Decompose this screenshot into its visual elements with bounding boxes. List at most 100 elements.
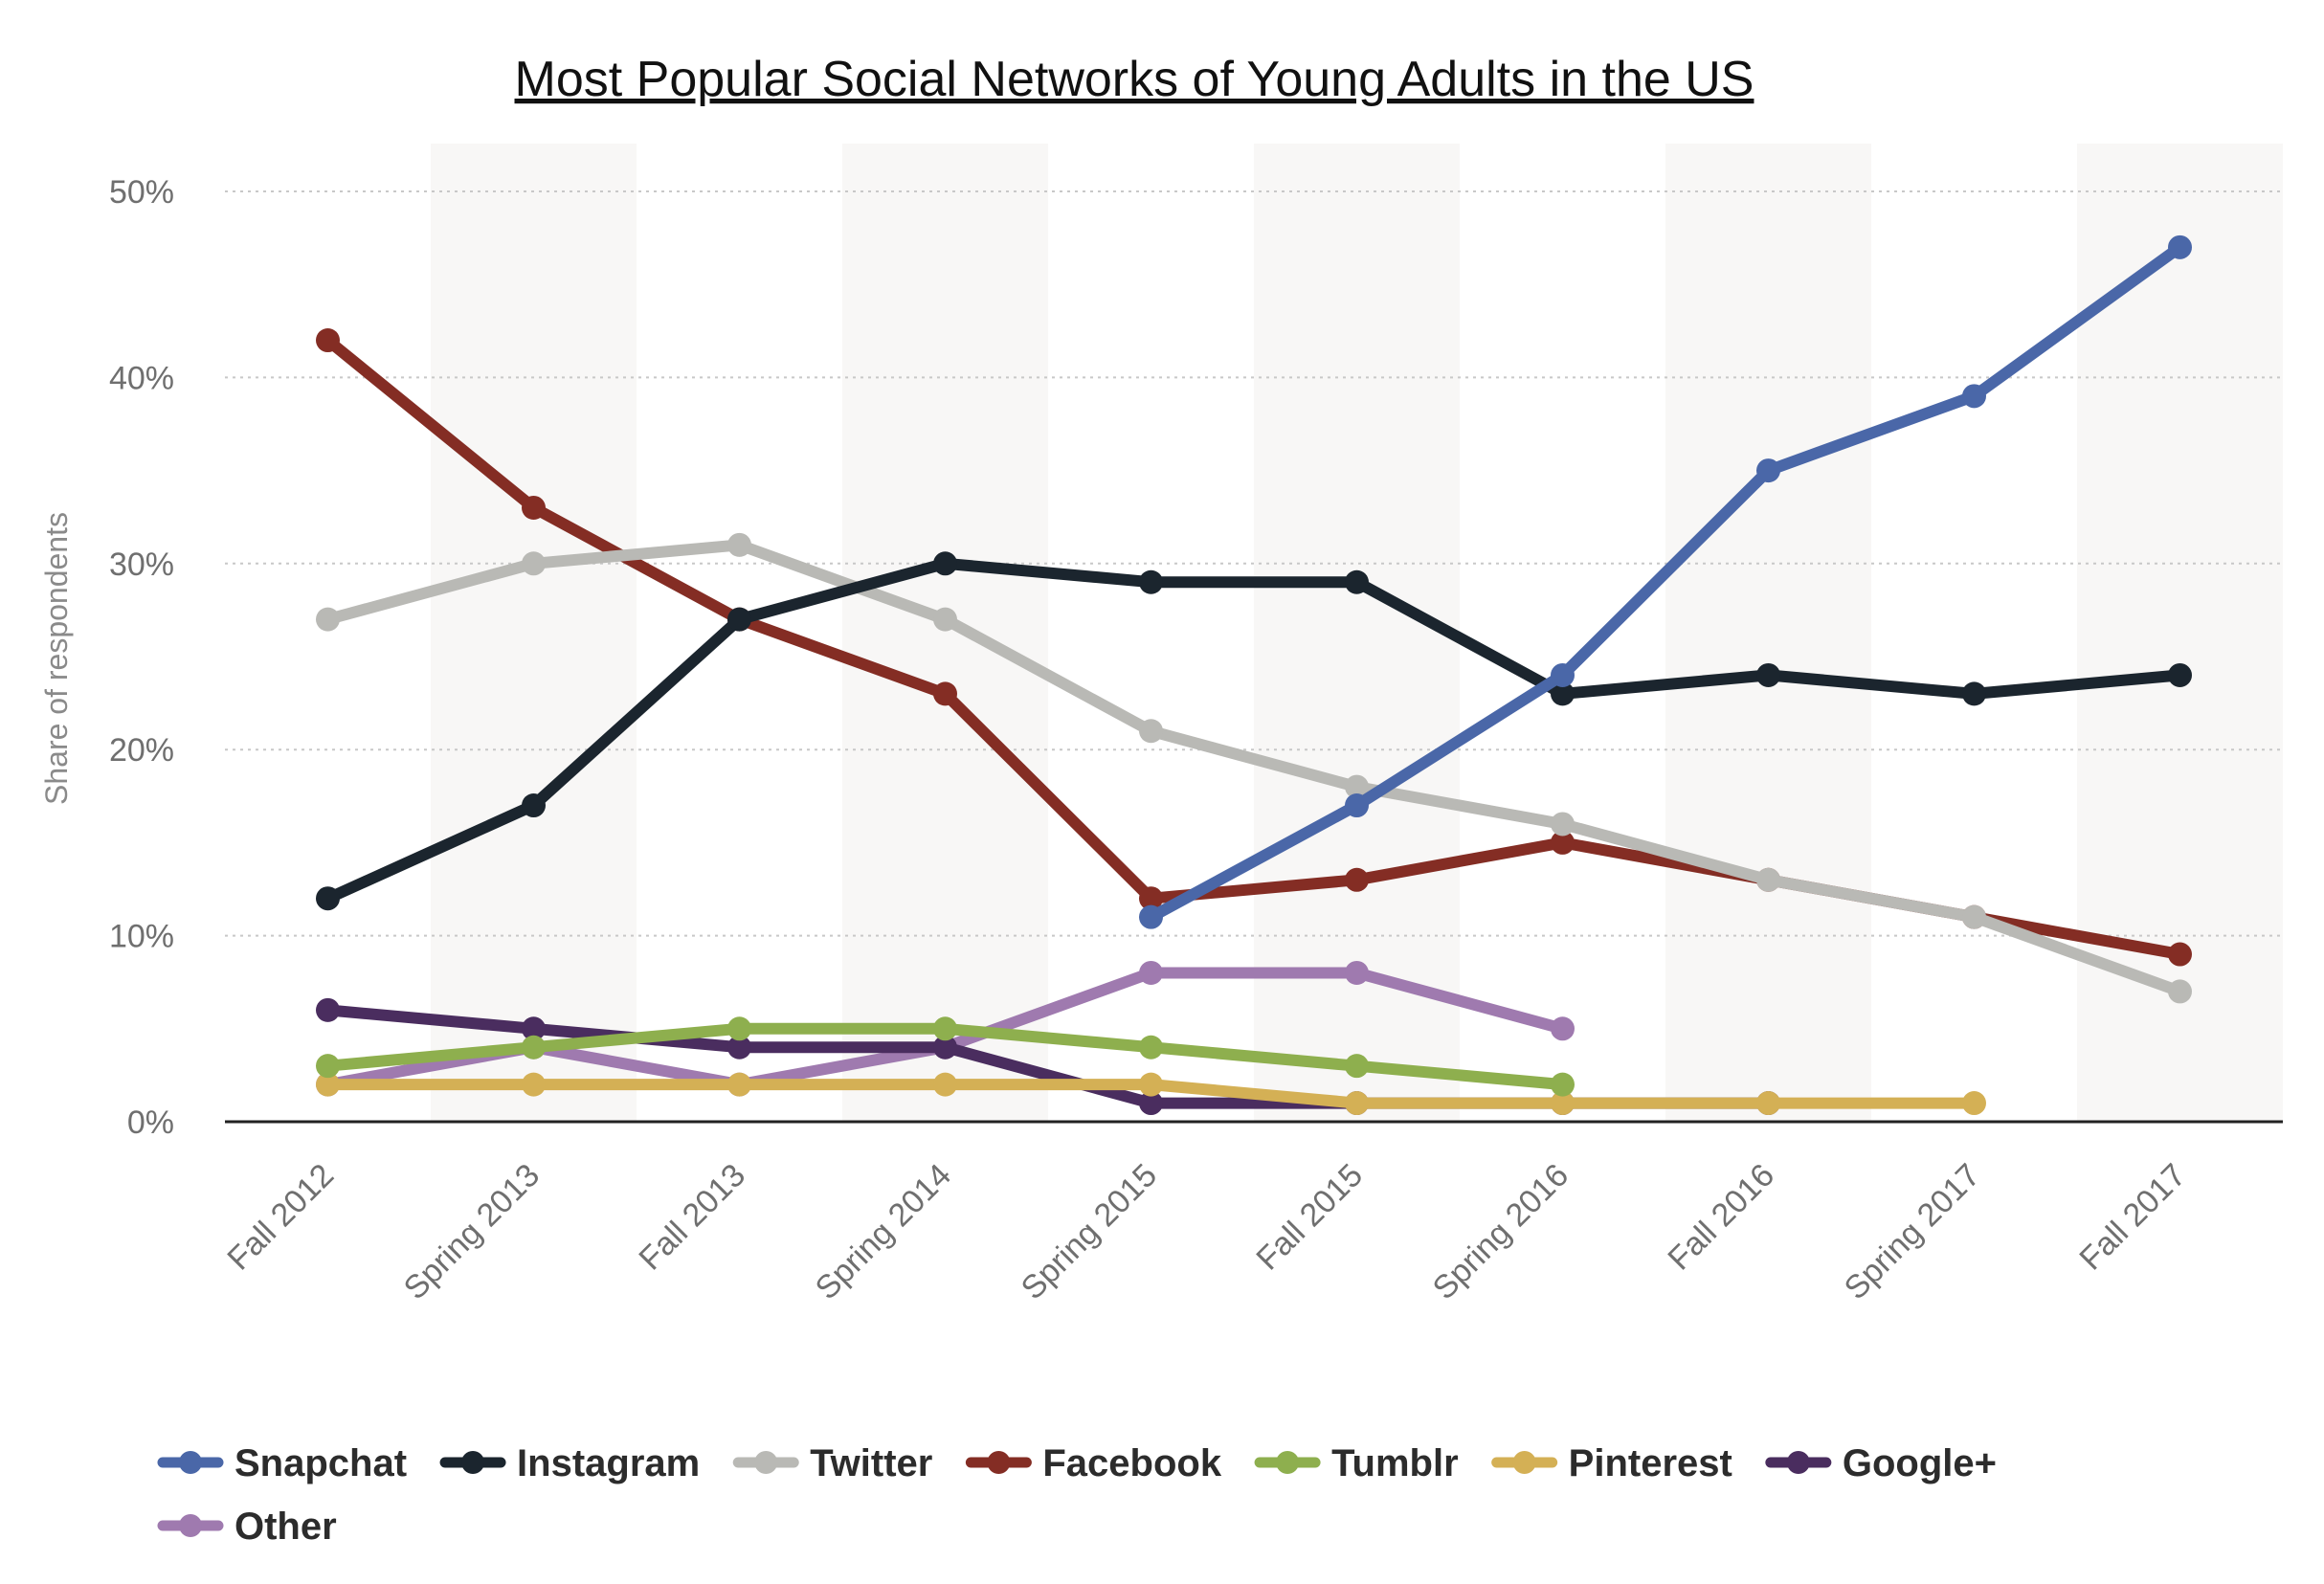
data-point[interactable]	[1345, 867, 1369, 892]
data-point[interactable]	[522, 1035, 546, 1060]
legend-label: Twitter	[810, 1442, 932, 1484]
data-point[interactable]	[1551, 681, 1575, 706]
data-point[interactable]	[1756, 1091, 1780, 1116]
data-point[interactable]	[1962, 1091, 1986, 1116]
column-band	[1665, 144, 1871, 1122]
data-point[interactable]	[1139, 1072, 1163, 1097]
y-tick-label: 20%	[109, 732, 174, 769]
data-point[interactable]	[1139, 719, 1163, 744]
data-point[interactable]	[1756, 458, 1780, 483]
data-point[interactable]	[1139, 904, 1163, 929]
data-point[interactable]	[1551, 1016, 1575, 1041]
legend-label: Facebook	[1042, 1442, 1221, 1484]
data-point[interactable]	[727, 1035, 751, 1060]
data-point[interactable]	[1345, 1091, 1369, 1116]
series-snapchat	[1139, 234, 2192, 929]
series-line	[1145, 241, 2186, 924]
data-point[interactable]	[1962, 681, 1986, 706]
data-point[interactable]	[2168, 979, 2192, 1004]
data-point[interactable]	[933, 1016, 957, 1041]
legend-item[interactable]: Instagram	[439, 1442, 700, 1484]
data-point[interactable]	[316, 607, 340, 632]
data-point[interactable]	[316, 1054, 340, 1079]
data-point[interactable]	[2168, 942, 2192, 967]
data-point[interactable]	[1345, 960, 1369, 985]
data-point[interactable]	[2168, 234, 2192, 259]
data-point[interactable]	[1551, 662, 1575, 687]
legend-swatch-marker	[179, 1514, 202, 1537]
data-point[interactable]	[2168, 662, 2192, 687]
data-point[interactable]	[727, 1072, 751, 1097]
data-point[interactable]	[933, 1072, 957, 1097]
data-point[interactable]	[522, 1072, 546, 1097]
data-point[interactable]	[316, 1072, 340, 1097]
legend-item[interactable]: Snapchat	[157, 1442, 407, 1484]
data-point[interactable]	[316, 886, 340, 911]
legend-item[interactable]: Facebook	[965, 1442, 1222, 1484]
data-point[interactable]	[522, 793, 546, 818]
data-point[interactable]	[933, 681, 957, 706]
data-point[interactable]	[933, 1035, 957, 1060]
data-point[interactable]	[1345, 774, 1369, 799]
legend-item[interactable]: Pinterest	[1491, 1442, 1732, 1484]
data-point[interactable]	[1551, 830, 1575, 855]
series-twitter	[316, 532, 2192, 1004]
column-band	[2077, 144, 2283, 1122]
data-point[interactable]	[1962, 904, 1986, 929]
column-band	[431, 144, 637, 1122]
legend-item[interactable]: Twitter	[732, 1442, 932, 1484]
series-tumblr	[316, 1016, 1575, 1097]
series-layer	[316, 234, 2192, 1116]
data-point[interactable]	[1345, 569, 1369, 594]
data-point[interactable]	[316, 997, 340, 1022]
chart-title: Most Popular Social Networks of Young Ad…	[515, 52, 1754, 107]
data-point[interactable]	[1139, 1091, 1163, 1116]
legend-swatch-marker	[461, 1451, 485, 1474]
y-tick-label: 10%	[109, 919, 174, 955]
data-point[interactable]	[1551, 812, 1575, 837]
data-point[interactable]	[727, 1016, 751, 1041]
legend: Snapchat Instagram Twitter Facebook Tumblr Pi…	[157, 1442, 1997, 1548]
data-point[interactable]	[933, 551, 957, 576]
legend-item[interactable]: Tumblr	[1254, 1442, 1459, 1484]
legend-item[interactable]: Other	[157, 1506, 337, 1548]
y-tick-label: 40%	[109, 360, 174, 396]
y-tick-label: 0%	[127, 1104, 174, 1141]
data-point[interactable]	[522, 495, 546, 520]
data-point[interactable]	[522, 551, 546, 576]
data-point[interactable]	[1756, 867, 1780, 892]
data-point[interactable]	[1139, 1035, 1163, 1060]
data-point[interactable]	[1345, 793, 1369, 818]
series-instagram	[316, 551, 2192, 911]
data-point[interactable]	[316, 328, 340, 353]
legend-swatch-marker	[1512, 1451, 1536, 1474]
data-point[interactable]	[1756, 662, 1780, 687]
data-point[interactable]	[727, 607, 751, 632]
legend-swatch-marker	[1276, 1451, 1300, 1474]
column-band	[1254, 144, 1460, 1122]
series-line	[322, 557, 2186, 904]
legend-swatch-marker	[179, 1451, 202, 1474]
legend-swatch-marker	[987, 1451, 1011, 1474]
data-point[interactable]	[1139, 960, 1163, 985]
data-point[interactable]	[1139, 569, 1163, 594]
legend-label: Instagram	[517, 1442, 700, 1484]
legend-item[interactable]: Google+	[1765, 1442, 1997, 1484]
legend-label: Google+	[1843, 1442, 1997, 1484]
y-tick-label: 30%	[109, 547, 174, 583]
data-point[interactable]	[1551, 1091, 1575, 1116]
series-line	[322, 539, 2186, 997]
data-point[interactable]	[1345, 1054, 1369, 1079]
data-point[interactable]	[1962, 384, 1986, 409]
data-point[interactable]	[522, 1016, 546, 1041]
y-tick-label: 50%	[109, 174, 174, 211]
data-point[interactable]	[933, 607, 957, 632]
data-point[interactable]	[1139, 886, 1163, 911]
data-point[interactable]	[727, 532, 751, 557]
legend-label: Tumblr	[1331, 1442, 1459, 1484]
y-axis-label: Share of respondents	[39, 512, 74, 805]
legend-swatch-marker	[1786, 1451, 1810, 1474]
series-pinterest	[316, 1072, 1986, 1116]
data-point[interactable]	[1551, 1072, 1575, 1097]
